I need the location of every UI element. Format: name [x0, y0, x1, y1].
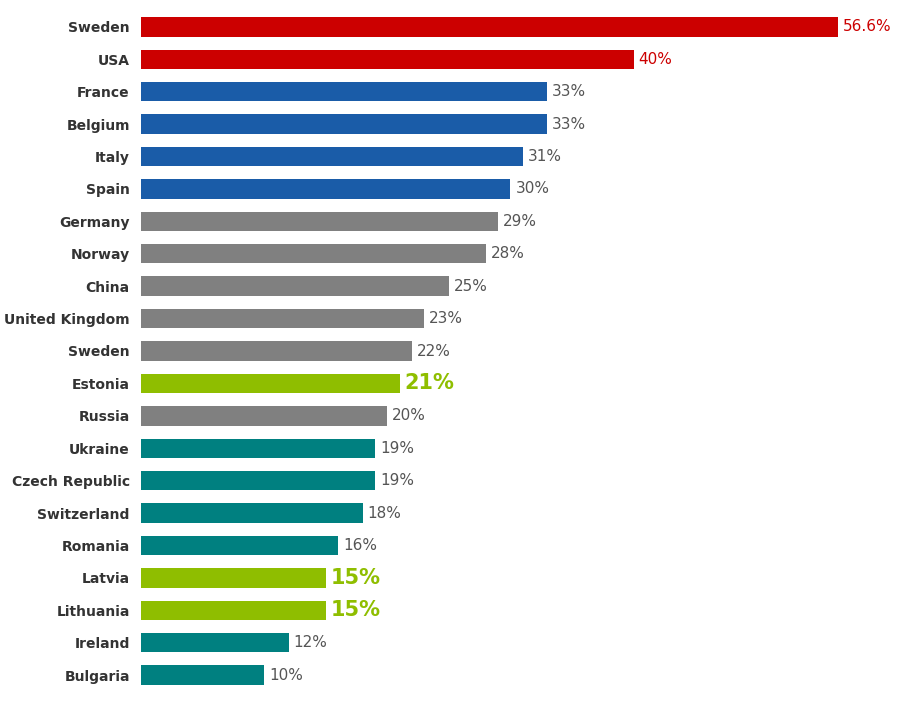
Text: 21%: 21%	[404, 373, 454, 393]
Text: 25%: 25%	[454, 279, 487, 293]
Bar	[141, 277, 449, 296]
Text: 29%: 29%	[503, 214, 537, 229]
Text: 19%: 19%	[379, 473, 414, 488]
Bar	[141, 114, 547, 134]
Text: 12%: 12%	[294, 635, 328, 650]
Bar	[141, 373, 400, 393]
Text: 18%: 18%	[367, 505, 402, 521]
Text: 15%: 15%	[331, 600, 380, 621]
Bar	[141, 17, 838, 37]
Bar	[141, 50, 634, 69]
Bar	[141, 503, 363, 523]
Text: 31%: 31%	[528, 149, 562, 164]
Text: 20%: 20%	[392, 409, 426, 423]
Bar	[141, 309, 425, 329]
Bar	[141, 244, 485, 263]
Bar	[141, 439, 375, 458]
Text: 22%: 22%	[417, 343, 450, 359]
Bar	[141, 665, 264, 685]
Bar	[141, 568, 326, 588]
Text: 15%: 15%	[331, 568, 380, 588]
Bar	[141, 633, 288, 652]
Bar	[141, 341, 412, 361]
Text: 19%: 19%	[379, 441, 414, 456]
Text: 56.6%: 56.6%	[843, 20, 892, 34]
Text: 16%: 16%	[343, 538, 377, 553]
Bar	[141, 601, 326, 620]
Bar	[141, 471, 375, 491]
Bar	[141, 406, 387, 425]
Bar	[141, 211, 498, 231]
Text: 23%: 23%	[429, 311, 463, 326]
Bar	[141, 82, 547, 101]
Text: 40%: 40%	[638, 52, 672, 67]
Bar	[141, 147, 523, 166]
Bar	[141, 179, 510, 199]
Text: 33%: 33%	[553, 117, 587, 131]
Text: 30%: 30%	[516, 181, 549, 197]
Bar	[141, 536, 338, 555]
Text: 10%: 10%	[269, 668, 303, 682]
Text: 28%: 28%	[491, 246, 525, 261]
Text: 33%: 33%	[553, 84, 587, 99]
